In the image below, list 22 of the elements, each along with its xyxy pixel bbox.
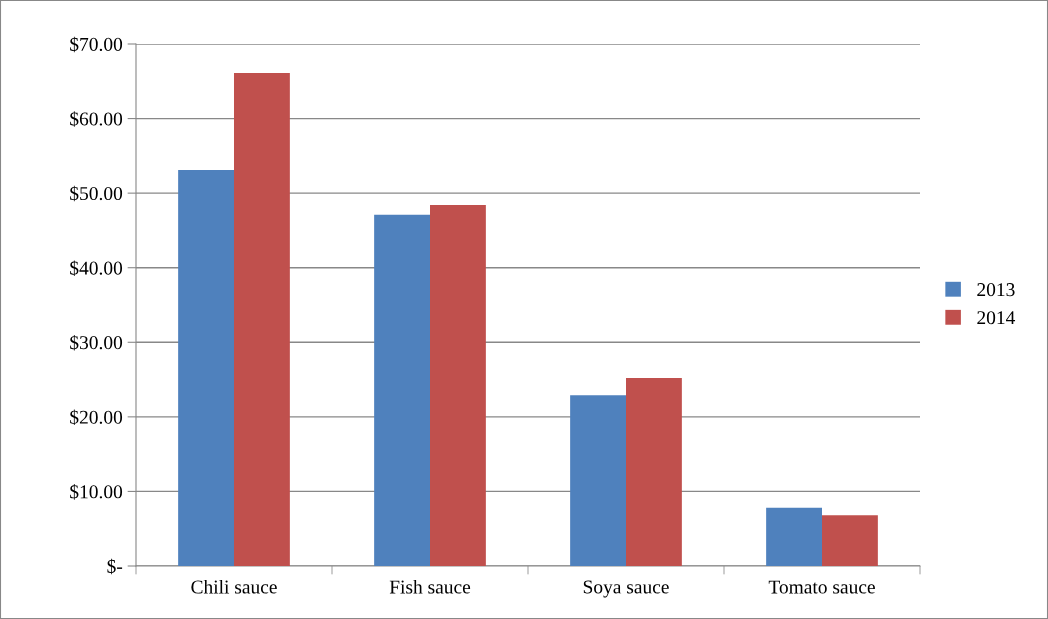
x-tick-label: Fish sauce [389,579,471,594]
x-tick-label: Soya sauce [583,580,669,598]
y-tick-label: $40.00 [70,260,123,276]
y-tick-label: $60.00 [70,111,123,127]
bar [570,395,626,566]
y-tick-label: $20.00 [70,409,123,426]
bar [178,170,234,566]
legend-label: 2013 [977,283,1015,297]
bar [374,214,430,566]
bar [626,378,682,566]
x-tick-label: Tomato sauce [768,580,875,594]
bar [430,205,486,566]
bar [234,73,290,566]
y-tick-label: $50.00 [70,185,123,202]
y-tick-label: $- [107,558,123,575]
y-tick-label: $30.00 [70,334,123,351]
bar [766,507,822,566]
y-tick-label: $70.00 [70,36,123,53]
bar [822,515,878,566]
legend-label: 2014 [977,311,1016,325]
x-tick-label: Chili sauce [191,579,277,594]
y-tick-label: $10.00 [70,484,123,500]
